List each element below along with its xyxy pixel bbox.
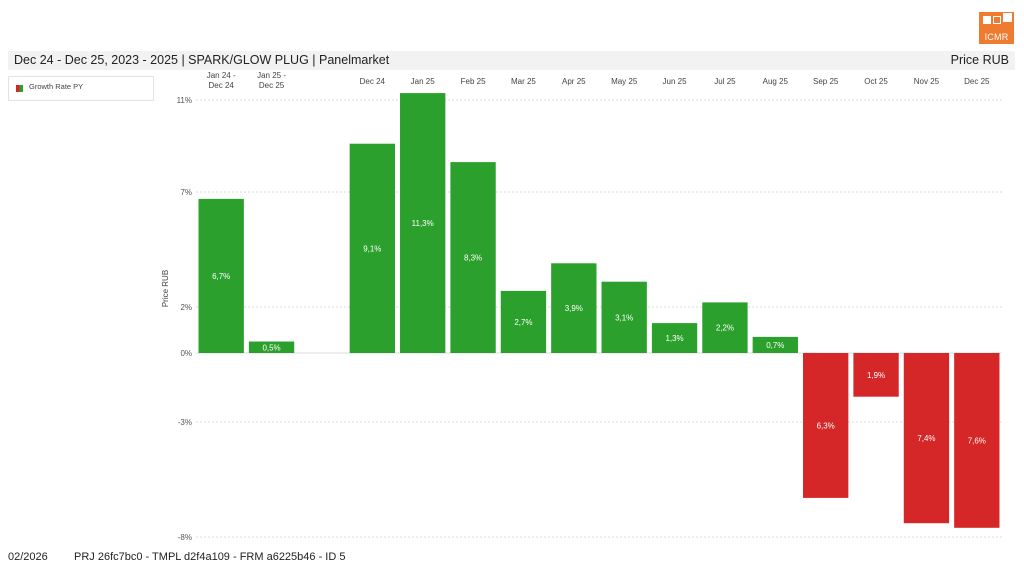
legend-label: Growth Rate PY — [29, 82, 84, 91]
legend: Growth Rate PY — [8, 76, 154, 101]
bar-value-label: 7,4% — [917, 434, 935, 443]
footer-ids: PRJ 26fc7bc0 - TMPL d2f4a109 - FRM a6225… — [74, 551, 346, 563]
bar-negative — [903, 353, 950, 524]
x-category-label: Mar 25 — [511, 77, 536, 86]
x-category-label: Dec 25 — [259, 81, 285, 90]
bar-positive — [400, 93, 446, 353]
bar-value-label: 2,7% — [514, 318, 532, 327]
x-category-label: Aug 25 — [763, 77, 789, 86]
bar-positive — [601, 281, 647, 353]
bar-positive — [198, 198, 244, 353]
x-category-label: Feb 25 — [461, 77, 486, 86]
bar-positive — [702, 302, 748, 353]
logo-text: ICMR — [984, 32, 1009, 42]
footer-date: 02/2026 — [8, 551, 48, 563]
y-tick-label: 0% — [180, 349, 192, 358]
bar-positive — [349, 143, 395, 353]
x-category-label: Jun 25 — [663, 77, 688, 86]
bar-value-label: 1,3% — [665, 334, 683, 343]
bar-value-label: 0,7% — [766, 341, 784, 350]
bar-negative — [853, 353, 899, 397]
bar-value-label: 11,3% — [412, 219, 434, 228]
chart-header: Dec 24 - Dec 25, 2023 - 2025 | SPARK/GLO… — [8, 51, 1015, 70]
bar-value-label: 6,7% — [212, 272, 230, 281]
icmr-logo: ICMR — [979, 12, 1014, 44]
bar-value-label: 3,1% — [615, 313, 633, 322]
bar-value-label: 1,9% — [867, 371, 885, 380]
bar-value-label: 9,1% — [363, 244, 381, 253]
x-category-label: Jul 25 — [714, 77, 736, 86]
bar-value-label: 7,6% — [968, 436, 986, 445]
x-category-label: Sep 25 — [813, 77, 839, 86]
x-category-label: May 25 — [611, 77, 638, 86]
bar-value-label: 6,3% — [817, 421, 835, 430]
bar-negative — [954, 353, 1000, 528]
y-tick-label: 11% — [177, 96, 192, 105]
bar-positive — [248, 341, 295, 353]
x-category-label: Dec 24 — [360, 77, 386, 86]
x-category-label: Jan 25 - — [257, 71, 286, 80]
bar-negative — [803, 353, 849, 498]
measure-label: Price RUB — [950, 53, 1009, 67]
bar-value-label: 3,9% — [565, 304, 583, 313]
bar-positive — [551, 263, 597, 353]
x-category-label: Jan 24 - — [207, 71, 236, 80]
bar-value-label: 2,2% — [716, 324, 734, 333]
bar-positive — [651, 323, 698, 353]
y-tick-label: 7% — [180, 188, 192, 197]
bar-value-label: 0,5% — [262, 343, 280, 352]
x-category-label: Dec 24 — [209, 81, 235, 90]
bar-positive — [752, 336, 798, 353]
y-tick-label: -8% — [178, 533, 192, 542]
x-category-label: Apr 25 — [562, 77, 586, 86]
x-category-label: Jan 25 — [411, 77, 436, 86]
bar-positive — [500, 290, 547, 353]
x-category-label: Dec 25 — [964, 77, 990, 86]
x-category-label: Oct 25 — [864, 77, 888, 86]
y-tick-label: -3% — [178, 418, 192, 427]
y-axis-label: Price RUB — [161, 270, 170, 307]
x-category-label: Nov 25 — [914, 77, 940, 86]
bar-value-label: 8,3% — [464, 254, 482, 263]
y-tick-label: 2% — [180, 303, 192, 312]
chart-title: Dec 24 - Dec 25, 2023 - 2025 | SPARK/GLO… — [14, 53, 390, 67]
bar-positive — [450, 162, 496, 353]
legend-swatch — [16, 85, 23, 92]
